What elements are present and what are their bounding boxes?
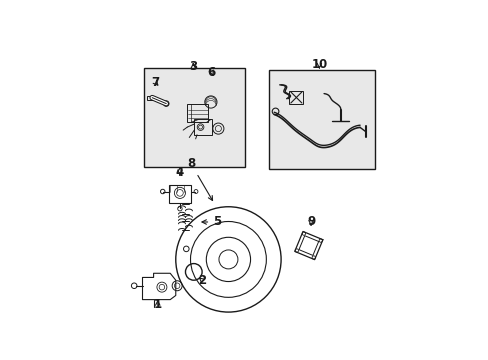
Text: 3: 3 (189, 60, 197, 73)
Text: 5: 5 (202, 216, 221, 229)
Bar (146, 96, 152, 100)
Text: 10: 10 (310, 58, 327, 71)
Text: 4: 4 (176, 166, 183, 179)
Bar (168, 185, 191, 203)
Text: 7: 7 (151, 76, 159, 89)
Text: 8: 8 (186, 157, 212, 201)
Bar (289, 91, 303, 104)
Bar (187, 104, 208, 122)
Bar (143, 68, 244, 167)
Text: 9: 9 (306, 216, 315, 229)
Bar (268, 69, 375, 169)
Bar (194, 120, 212, 135)
Text: 6: 6 (207, 66, 216, 79)
Text: 2: 2 (198, 274, 206, 287)
Text: 1: 1 (153, 298, 162, 311)
